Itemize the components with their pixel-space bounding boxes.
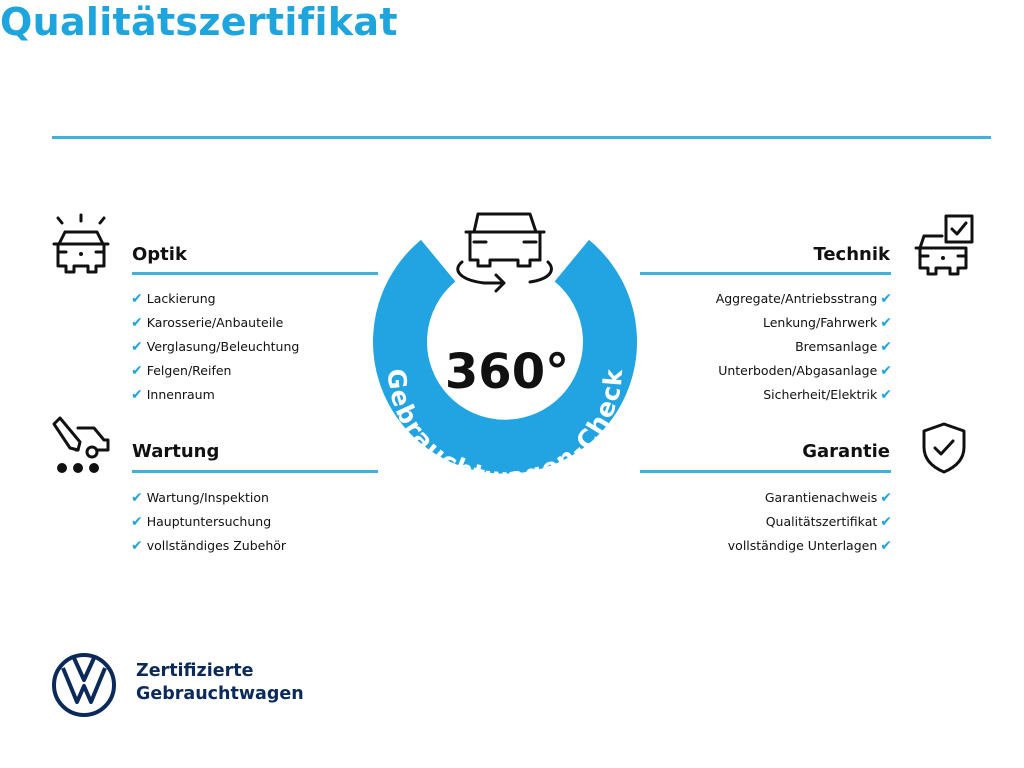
technik-divider <box>640 272 891 275</box>
list-item: ✔ Felgen/Reifen <box>131 363 232 379</box>
list-item: Garantienachweis ✔ <box>764 490 892 506</box>
page-title: Qualitätszertifikat <box>0 0 398 44</box>
wartung-list: ✔ Wartung/Inspektion ✔ Hauptuntersuchung ✔… <box>131 486 286 558</box>
check-icon: ✔ <box>131 363 143 379</box>
car-rotate-icon <box>456 212 553 293</box>
vw-logo <box>52 653 116 717</box>
list-item: ✔ Hauptuntersuchung <box>131 514 272 530</box>
check-icon: ✔ <box>880 387 892 403</box>
shield-check-icon <box>922 422 966 474</box>
check-icon: ✔ <box>880 315 892 331</box>
check-icon: ✔ <box>880 514 892 530</box>
check-icon: ✔ <box>880 490 892 506</box>
section-title-garantie: Garantie <box>802 441 890 462</box>
check-icon: ✔ <box>880 291 892 307</box>
title-divider <box>52 136 991 139</box>
list-item: ✔ Karosserie/Anbauteile <box>131 315 284 331</box>
check-icon: ✔ <box>131 538 143 554</box>
check-icon: ✔ <box>880 339 892 355</box>
list-item: Lenkung/Fahrwerk ✔ <box>763 315 892 331</box>
list-item: vollständige Unterlagen ✔ <box>727 538 892 554</box>
garantie-list: Garantienachweis ✔ Qualitätszertifikat ✔ v… <box>728 486 892 558</box>
list-item: ✔ Wartung/Inspektion <box>131 490 269 506</box>
check-icon: ✔ <box>131 291 143 307</box>
check-icon: ✔ <box>131 315 143 331</box>
section-title-wartung: Wartung <box>132 441 220 462</box>
brand-text: Zertifizierte Gebrauchtwagen <box>136 661 304 704</box>
list-item: ✔ Verglasung/Beleuchtung <box>131 339 300 355</box>
ring-arc <box>373 239 637 474</box>
list-item: ✔ vollständiges Zubehör <box>131 538 287 554</box>
list-item: Qualitätszertifikat ✔ <box>765 514 892 530</box>
check-icon: ✔ <box>131 339 143 355</box>
technik-list: Aggregate/Antriebsstrang ✔ Lenkung/Fahrwe… <box>716 287 892 407</box>
section-title-optik: Optik <box>132 244 187 265</box>
check-icon: ✔ <box>880 363 892 379</box>
section-title-technik: Technik <box>813 244 890 265</box>
list-item: Sicherheit/Elektrik ✔ <box>763 387 892 403</box>
optik-list: ✔ Lackierung ✔ Karosserie/Anbauteile ✔ Verg… <box>131 287 299 407</box>
check-icon: ✔ <box>131 387 143 403</box>
check-icon: ✔ <box>880 538 892 554</box>
garantie-divider <box>640 470 891 473</box>
service-van-icon <box>52 416 110 473</box>
degree-label: 360° <box>445 344 569 400</box>
list-item: ✔ Lackierung <box>131 291 216 307</box>
check-icon: ✔ <box>131 490 143 506</box>
list-item: Unterboden/Abgasanlage ✔ <box>718 363 892 379</box>
list-item: Aggregate/Antriebsstrang ✔ <box>715 291 892 307</box>
car-lights-icon <box>52 213 110 274</box>
check-icon: ✔ <box>131 514 143 530</box>
list-item: Bremsanlage ✔ <box>795 339 892 355</box>
optik-divider <box>132 272 378 275</box>
car-checklist-icon <box>914 214 974 276</box>
wartung-divider <box>132 470 378 473</box>
list-item: ✔ Innenraum <box>131 387 215 403</box>
